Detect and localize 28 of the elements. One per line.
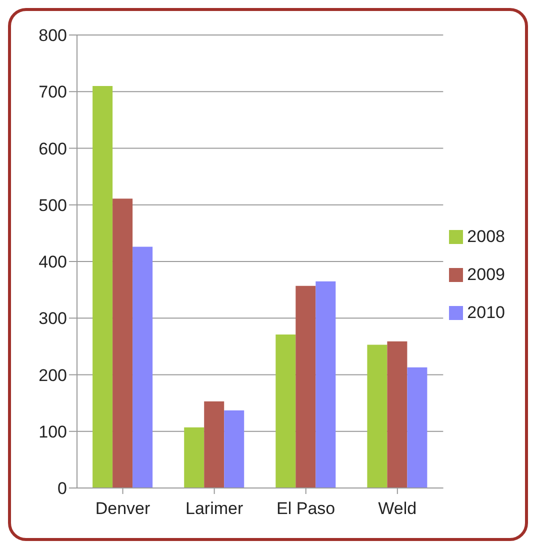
bar: [296, 286, 316, 488]
bar: [316, 281, 336, 488]
bar: [387, 341, 408, 488]
bar: [112, 198, 133, 488]
bar: [204, 401, 224, 488]
x-tick-label: Larimer: [186, 499, 244, 518]
bar: [92, 86, 113, 488]
legend-label: 2010: [467, 302, 505, 322]
bar: [224, 410, 244, 488]
bar: [276, 334, 296, 488]
bar: [184, 427, 204, 488]
bar: [132, 246, 153, 488]
y-tick-label: 300: [38, 309, 67, 328]
y-tick-label: 800: [38, 26, 67, 46]
legend-label: 2009: [467, 264, 505, 284]
y-tick-label: 600: [38, 139, 67, 158]
y-tick-label: 200: [38, 366, 67, 385]
x-tick-label: Denver: [95, 499, 151, 518]
x-tick-label: El Paso: [276, 499, 336, 518]
x-tick-label: Weld: [378, 499, 417, 518]
bar: [367, 344, 388, 488]
y-tick-label: 400: [38, 252, 67, 272]
y-tick-label: 700: [38, 82, 67, 102]
y-tick-label: 0: [58, 479, 67, 498]
y-tick-label: 100: [38, 422, 67, 442]
legend-label: 2008: [467, 226, 505, 246]
bar: [407, 367, 428, 488]
y-tick-label: 500: [38, 196, 67, 215]
